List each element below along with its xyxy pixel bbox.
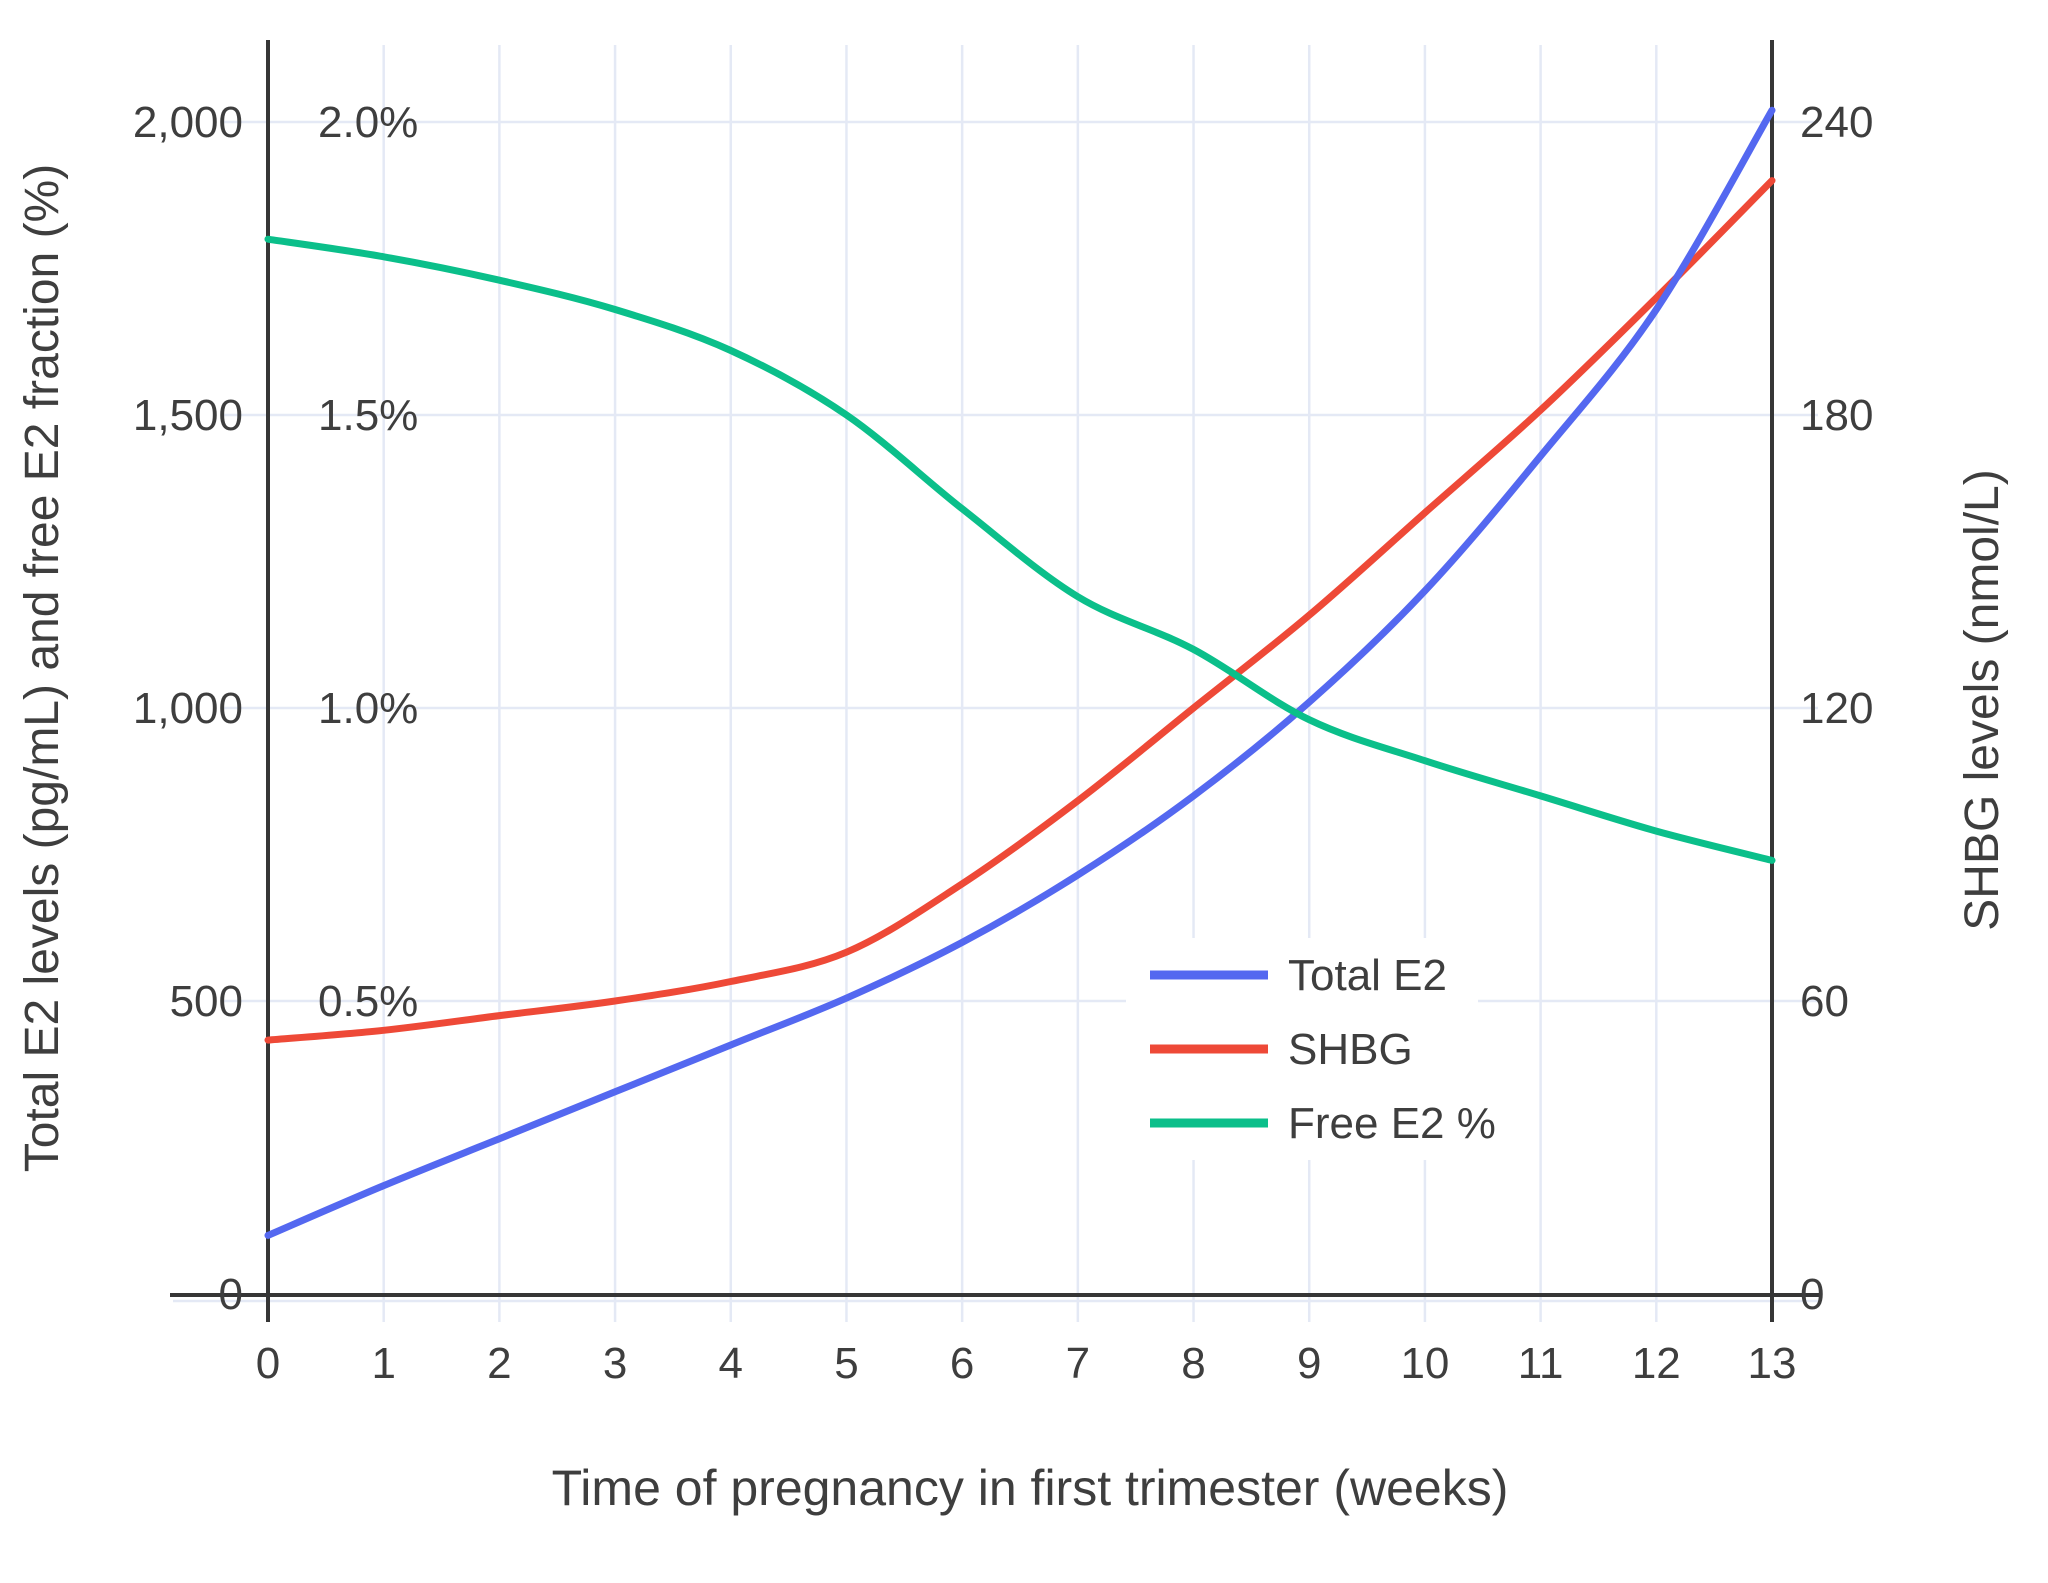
legend-label: Total E2: [1288, 951, 1447, 1000]
tick-labels: 05001,0001,5002,0000.5%1.0%1.5%2.0%06012…: [133, 98, 1874, 1388]
legend-item-total-e2[interactable]: Total E2: [1150, 951, 1447, 1000]
left-axis-tick-label: 0: [219, 1270, 243, 1319]
right-axis-tick-label: 240: [1800, 98, 1873, 147]
left-y-axis-title: Total E2 levels (pg/mL) and free E2 frac…: [16, 164, 69, 1172]
left-axis-tick-label: 1,500: [133, 391, 243, 440]
x-axis-tick-label: 8: [1181, 1339, 1205, 1388]
left-axis-tick-label: 2,000: [133, 98, 243, 147]
curve-shbg: [264, 177, 1776, 1044]
x-axis-tick-label: 12: [1632, 1339, 1681, 1388]
legend-item-free-e2-[interactable]: Free E2 %: [1150, 1099, 1496, 1148]
legend-item-shbg[interactable]: SHBG: [1150, 1025, 1413, 1074]
x-axis-tick-label: 3: [603, 1339, 627, 1388]
x-axis-tick-label: 6: [950, 1339, 974, 1388]
right-axis-tick-label: 60: [1800, 977, 1849, 1026]
x-axis-tick-label: 10: [1400, 1339, 1449, 1388]
curve-free-e2-: [264, 235, 1776, 864]
axes: [170, 40, 1822, 1322]
x-axis-tick-label: 7: [1066, 1339, 1090, 1388]
percent-annotation: 2.0%: [318, 98, 418, 147]
percent-annotation: 1.5%: [318, 391, 418, 440]
left-axis-tick-label: 500: [170, 977, 243, 1026]
curve-total-e2: [264, 106, 1776, 1239]
data-curves: [264, 106, 1776, 1239]
x-axis-tick-label: 9: [1297, 1339, 1321, 1388]
right-axis-tick-label: 120: [1800, 684, 1873, 733]
percent-annotation: 0.5%: [318, 977, 418, 1026]
x-axis-tick-label: 4: [719, 1339, 743, 1388]
x-axis-title: Time of pregnancy in first trimester (we…: [552, 1460, 1509, 1516]
left-axis-tick-label: 1,000: [133, 684, 243, 733]
x-axis-tick-label: 0: [256, 1339, 280, 1388]
legend-label: SHBG: [1288, 1025, 1413, 1074]
x-axis-tick-label: 11: [1518, 1339, 1564, 1388]
right-axis-tick-label: 0: [1800, 1270, 1824, 1319]
right-y-axis-title: SHBG levels (nmol/L): [1956, 469, 2009, 930]
x-axis-tick-label: 13: [1748, 1339, 1797, 1388]
x-axis-tick-label: 1: [371, 1339, 395, 1388]
percent-annotation: 1.0%: [318, 684, 418, 733]
gridlines: [173, 45, 1818, 1322]
legend: Total E2 SHBG Free E2 %: [1126, 938, 1496, 1160]
right-axis-tick-label: 180: [1800, 391, 1873, 440]
x-axis-tick-label: 5: [834, 1339, 858, 1388]
x-axis-tick-label: 2: [487, 1339, 511, 1388]
legend-label: Free E2 %: [1288, 1099, 1496, 1148]
